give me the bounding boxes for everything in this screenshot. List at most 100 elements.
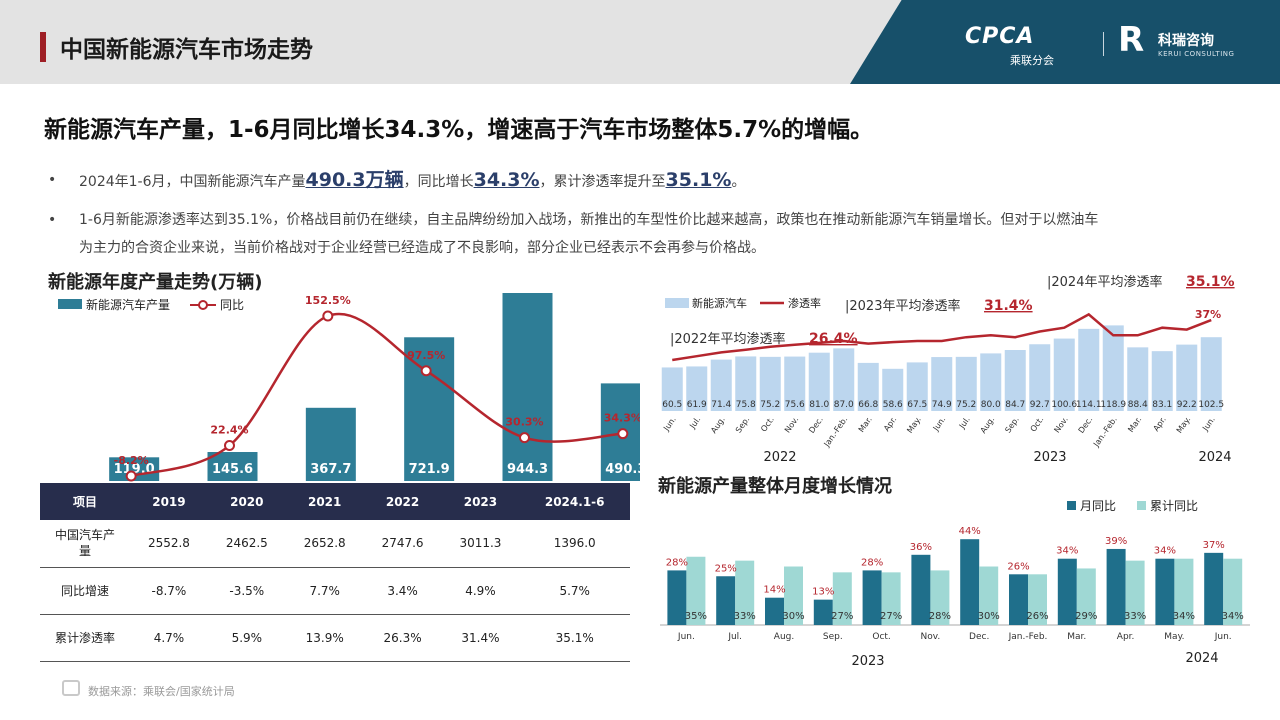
x-tick-label: Mar. — [857, 415, 874, 434]
cumulative-yoy-label: 30% — [782, 611, 804, 622]
bar-nev-monthly — [906, 362, 928, 411]
x-tick-label: Sep. — [734, 415, 751, 435]
monthly-yoy-label: 39% — [1105, 536, 1127, 547]
yoy-label: 22.4% — [210, 424, 248, 437]
bar-monthly-yoy — [1106, 548, 1126, 625]
bar-nev-monthly — [686, 366, 708, 411]
bar-monthly-yoy — [765, 597, 784, 625]
x-tick-label: Apr. — [882, 415, 898, 433]
logo-divider — [1103, 32, 1104, 56]
bar-value-label: 92.2 — [1177, 400, 1197, 410]
bar-value-label: 721.9 — [409, 462, 450, 477]
x-tick-label: Aug. — [979, 415, 997, 435]
table-cell: 2552.8 — [130, 520, 208, 568]
table-cell: 5.7% — [519, 567, 630, 615]
bar-value-label: 102.5 — [1198, 400, 1224, 410]
x-tick-label: Apr. — [1117, 632, 1135, 642]
legend-label-yoy: 同比 — [220, 298, 244, 312]
cumulative-yoy-label: 26% — [1026, 611, 1048, 622]
bar-value-label: 67.5 — [907, 400, 927, 410]
table-row-label: 同比增速 — [40, 567, 130, 615]
bar-value-label: 80.0 — [981, 400, 1001, 410]
avg-penetration-annotation: |2024年平均渗透率 — [1047, 274, 1162, 290]
bar-value-label: 114.1 — [1076, 400, 1102, 410]
kerui-logo-mark: R — [1118, 20, 1145, 60]
table-header-cell: 2023 — [441, 483, 520, 520]
bar-value-label: 81.0 — [809, 400, 829, 410]
table-row: 中国汽车产量 2552.8 2462.5 2652.8 2747.6 3011.… — [40, 520, 630, 568]
bar-value-label: 118.9 — [1100, 400, 1126, 410]
legend-label-nev: 新能源汽车 — [692, 296, 747, 310]
bar-cumulative-yoy — [735, 560, 755, 625]
bar-cumulative-yoy — [930, 570, 950, 625]
bar-nev-monthly — [1151, 351, 1173, 411]
monthly-yoy-label: 28% — [666, 557, 688, 568]
bar-value-label: 88.4 — [1128, 400, 1148, 410]
bar-value-label: 61.9 — [687, 400, 707, 410]
bar-monthly-yoy — [960, 539, 980, 625]
bar-value-label: 87.0 — [834, 400, 854, 410]
cpca-logo-subtitle: 乘联分会 — [1010, 54, 1054, 67]
bullet-1-part-1: 2024年1-6月，中国新能源汽车产量 — [79, 174, 306, 190]
bar-nev-monthly — [1029, 344, 1051, 411]
bar-cumulative-yoy — [1028, 574, 1047, 625]
penetration-line — [672, 312, 1212, 362]
year-group-label: 2024 — [1185, 651, 1218, 666]
growth-chart-title: 新能源产量整体月度增长情况 — [658, 476, 892, 497]
bar-nev-monthly — [735, 356, 757, 411]
x-tick-label: Jun. — [1200, 415, 1217, 433]
table-header-cell: 2019 — [130, 483, 208, 520]
yoy-label: 30.3% — [505, 416, 543, 429]
bar-monthly-yoy — [1009, 574, 1028, 625]
x-tick-label: Jul. — [687, 415, 702, 431]
yoy-label: -8.2% — [114, 454, 149, 467]
bullet-1-part-4: 。 — [731, 174, 746, 190]
monthly-yoy-label: 14% — [763, 585, 785, 596]
table-header-row: 项目 2019 2020 2021 2022 2023 2024.1-6 — [40, 483, 630, 520]
headline: 新能源汽车产量，1-6月同比增长34.3%，增速高于汽车市场整体5.7%的增幅。 — [44, 117, 874, 143]
table-cell: 26.3% — [363, 614, 442, 662]
table-header-cell: 2020 — [207, 483, 286, 520]
row-label-text: 同比增速 — [60, 583, 109, 598]
x-tick-label: Jun. — [1214, 632, 1232, 642]
kerui-logo-subtitle: KERUI CONSULTING — [1158, 50, 1235, 58]
bar-value-label: 60.5 — [662, 400, 682, 410]
bar-value-label: 74.9 — [932, 400, 952, 410]
monthly-yoy-label: 28% — [861, 557, 883, 568]
table-row: 累计渗透率 4.7% 5.9% 13.9% 26.3% 31.4% 35.1% — [40, 614, 630, 662]
x-tick-label: Nov. — [1052, 415, 1069, 435]
bar-value-label: 66.8 — [858, 400, 878, 410]
x-tick-label: Jul. — [957, 415, 972, 431]
table-row-label: 累计渗透率 — [40, 614, 130, 662]
x-tick-label: May. — [905, 415, 923, 435]
avg-penetration-annotation: |2023年平均渗透率 — [845, 298, 960, 314]
bar-cumulative-yoy — [686, 556, 706, 625]
bar-nev-monthly — [1176, 344, 1198, 411]
bar-nev-monthly — [661, 367, 683, 411]
bar-production — [305, 407, 356, 481]
x-tick-label: Jun. — [931, 415, 948, 433]
bar-nev-monthly — [1053, 338, 1075, 411]
bar-nev-monthly — [980, 353, 1002, 411]
x-tick-label: Dec. — [1077, 415, 1095, 435]
bar-cumulative-yoy — [784, 566, 803, 625]
data-source: 数据来源：乘联会/国家统计局 — [88, 685, 235, 698]
x-tick-label: Jun. — [677, 632, 695, 642]
bar-nev-monthly — [833, 348, 855, 411]
bar-cumulative-yoy — [1076, 568, 1096, 625]
bar-production — [109, 457, 160, 481]
bar-nev-monthly — [1127, 347, 1149, 411]
bar-cumulative-yoy — [881, 572, 901, 625]
table-header-cell: 2022 — [363, 483, 442, 520]
table-header-cell: 2024.1-6 — [519, 483, 630, 520]
x-tick-label: Nov. — [921, 632, 941, 642]
yoy-point — [224, 440, 235, 452]
bar-nev-monthly — [931, 357, 953, 411]
x-tick-label: Jan.-Feb. — [822, 415, 850, 449]
bar-value-label: 490.3 — [605, 462, 640, 477]
x-tick-label: Sep. — [1003, 415, 1020, 435]
bullet-1-part-3: ，累计渗透率提升至 — [539, 174, 666, 190]
x-tick-label: May. — [1164, 632, 1184, 642]
table-cell: 31.4% — [441, 614, 520, 662]
x-tick-label: Dec. — [807, 415, 825, 435]
